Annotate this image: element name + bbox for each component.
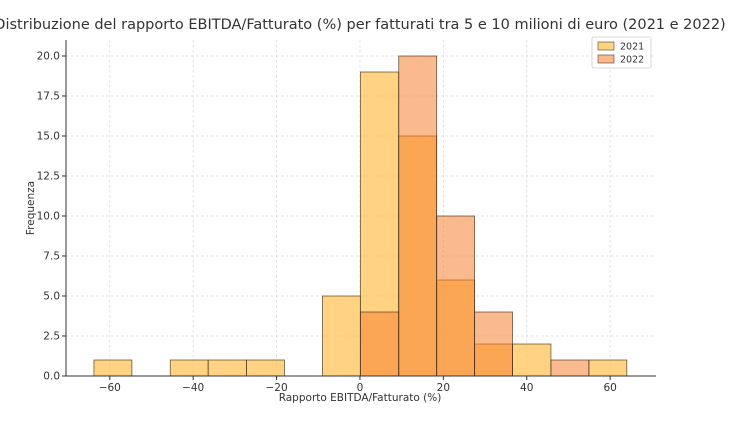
histogram-bar-2022 [359,311,400,377]
axes-layer: −60 −40 −20 0 20 40 60 0.0 2.5 5.0 7.5 10.0 12.5 15.0… [37,40,656,394]
y-tick-label: 17.5 [37,91,60,103]
histogram-bar-2022 [550,359,590,377]
x-tick-label: −20 [265,382,287,394]
x-tick-label: −40 [182,382,204,394]
chart-title: Distribuzione del rapporto EBITDA/Fattur… [0,17,726,33]
x-tick-label: 60 [603,382,616,394]
histogram-bar-2022 [398,55,438,377]
y-axis-label: Frequenza [25,181,37,235]
x-tick-label: 40 [520,382,533,394]
y-tick-label: 7.5 [43,251,60,263]
histogram-bar-2022 [436,215,476,377]
x-tick-label: −60 [99,382,121,394]
y-tick-label: 12.5 [37,171,60,183]
histogram-bar-2021 [322,295,361,377]
y-tick-label: 2.5 [43,331,60,343]
x-axis-label: Rapporto EBITDA/Fatturato (%) [279,392,442,404]
x-tick-label: 0 [357,382,364,394]
histogram-bar-2021 [512,343,552,377]
y-tick-label: 15.0 [37,131,60,143]
x-tick-label: 20 [437,382,450,394]
histogram-bar-2021 [246,359,285,377]
legend-swatch-2021 [597,41,615,51]
histogram-bar-2021 [588,359,628,377]
histogram-bar-2022 [474,311,513,377]
y-tick-label: 0.0 [43,371,60,383]
histogram-bar-2021 [169,359,209,377]
y-tick-label: 20.0 [37,51,60,63]
bars-layer [93,55,628,377]
legend: 2021 2022 [591,36,652,69]
legend-label-2022: 2022 [620,55,644,66]
legend-swatch-2022 [597,54,615,64]
y-tick-label: 10.0 [37,211,60,223]
histogram-bar-2021 [93,359,133,377]
y-tick-label: 5.0 [43,291,60,303]
legend-label-2021: 2021 [620,42,644,53]
histogram-bar-2021 [207,359,247,377]
